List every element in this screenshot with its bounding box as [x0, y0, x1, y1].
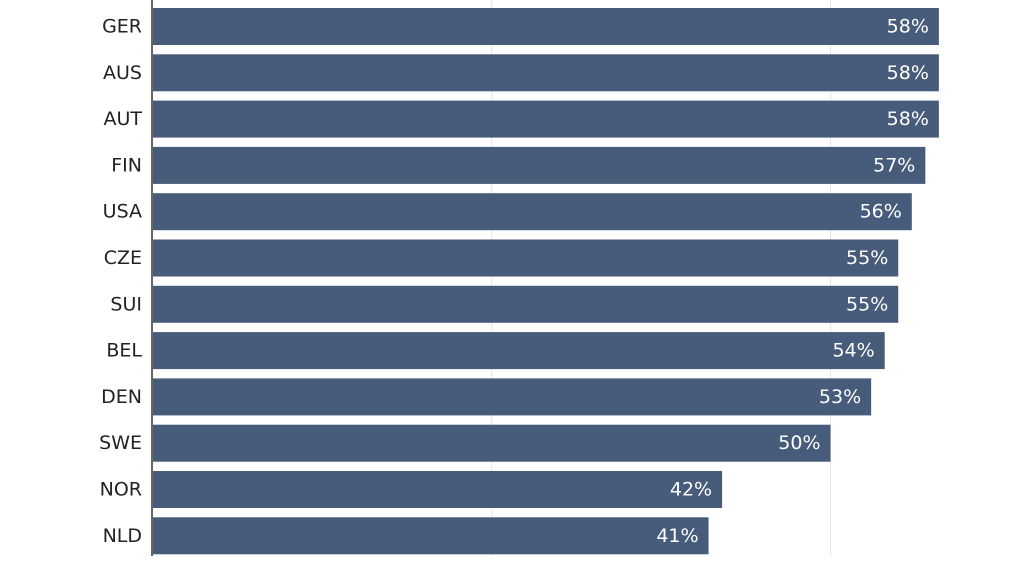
category-label-aut: AUT [103, 108, 142, 130]
category-label-den: DEN [101, 386, 142, 408]
value-label-nld: 41% [656, 525, 698, 547]
bar-cze [153, 239, 899, 277]
bar-fin [153, 146, 926, 184]
value-label-sui: 55% [846, 293, 888, 315]
bar-swe [153, 424, 831, 462]
category-label-aus: AUS [103, 62, 142, 84]
value-label-aus: 58% [887, 62, 929, 84]
bar-nld [153, 517, 709, 555]
value-label-aut: 58% [887, 108, 929, 130]
grid-layer [491, 0, 831, 556]
value-label-fin: 57% [873, 154, 915, 176]
bar-nor [153, 471, 723, 508]
bar-sui [153, 285, 899, 323]
category-label-fin: FIN [111, 154, 142, 176]
value-label-usa: 56% [860, 201, 902, 223]
bar-den [153, 378, 872, 416]
bar-aut [153, 100, 939, 138]
category-label-sui: SUI [110, 293, 142, 315]
bar-layer [153, 8, 939, 555]
category-label-cze: CZE [104, 247, 142, 269]
category-label-bel: BEL [106, 340, 142, 362]
bar-bel [153, 332, 885, 370]
category-label-swe: SWE [99, 432, 142, 454]
value-label-den: 53% [819, 386, 861, 408]
value-label-bel: 54% [832, 340, 874, 362]
category-label-usa: USA [103, 201, 142, 223]
value-label-nor: 42% [670, 479, 712, 501]
bar-usa [153, 193, 912, 231]
category-label-ger: GER [102, 16, 142, 38]
category-label-nor: NOR [100, 479, 142, 501]
value-label-ger: 58% [887, 16, 929, 38]
bar-ger [153, 8, 939, 45]
value-label-swe: 50% [778, 432, 820, 454]
value-label-cze: 55% [846, 247, 888, 269]
category-label-nld: NLD [103, 525, 142, 547]
label-layer: GER 58% AUS 58% AUT 58% FIN 57% USA 56% CZE 55% SUI 5… [99, 16, 929, 547]
bar-aus [153, 54, 939, 92]
